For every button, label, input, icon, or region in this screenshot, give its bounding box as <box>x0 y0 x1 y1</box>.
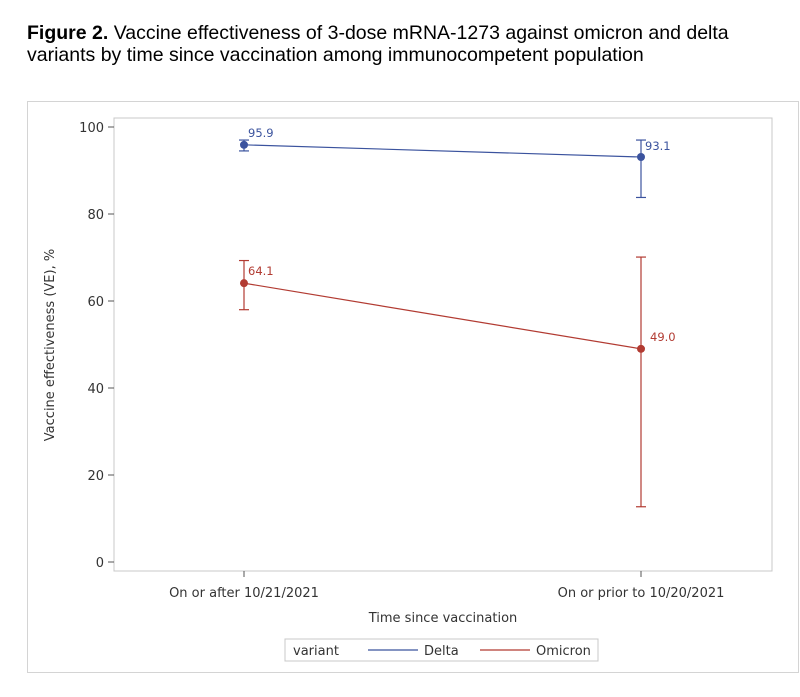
data-label: 93.1 <box>645 139 671 153</box>
series-line <box>243 144 642 158</box>
plot-area <box>113 117 773 572</box>
x-axis: On or after 10/21/2021 On or prior to 10/… <box>169 571 724 601</box>
data-point <box>240 279 248 288</box>
figure-caption-text: Vaccine effectiveness of 3-dose mRNA-127… <box>27 22 729 66</box>
legend-entry-label: Delta <box>424 644 459 659</box>
data-label: 49.0 <box>650 330 676 344</box>
x-tick-label: On or prior to 10/20/2021 <box>558 586 725 601</box>
series-line <box>243 282 642 350</box>
y-tick-label: 80 <box>87 208 104 223</box>
y-axis: 0 20 40 60 80 100 <box>79 121 114 571</box>
data-label: 95.9 <box>248 126 274 140</box>
figure-caption: Figure 2. Vaccine effectiveness of 3-dos… <box>27 22 787 66</box>
y-tick-label: 40 <box>87 382 104 397</box>
plot-marks: 95.9 93.1 64.1 49.0 <box>239 126 676 508</box>
data-point <box>637 153 645 162</box>
legend-title: variant <box>293 644 339 659</box>
x-axis-title: Time since vaccination <box>368 611 518 626</box>
y-tick-label: 100 <box>79 121 104 136</box>
legend: variant Delta Omicron <box>284 638 599 662</box>
figure-label: Figure 2. <box>27 22 109 44</box>
x-tick-label: On or after 10/21/2021 <box>169 586 319 601</box>
y-tick-label: 20 <box>87 469 104 484</box>
data-point <box>240 140 248 149</box>
y-tick-label: 60 <box>87 295 104 310</box>
y-tick-label: 0 <box>96 556 104 571</box>
legend-box <box>284 638 599 662</box>
y-axis-title: Vaccine effectiveness (VE), % <box>43 249 58 441</box>
data-point <box>637 344 645 353</box>
figure-frame <box>27 101 799 673</box>
legend-entry-label: Omicron <box>536 644 591 659</box>
data-label: 64.1 <box>248 264 274 278</box>
